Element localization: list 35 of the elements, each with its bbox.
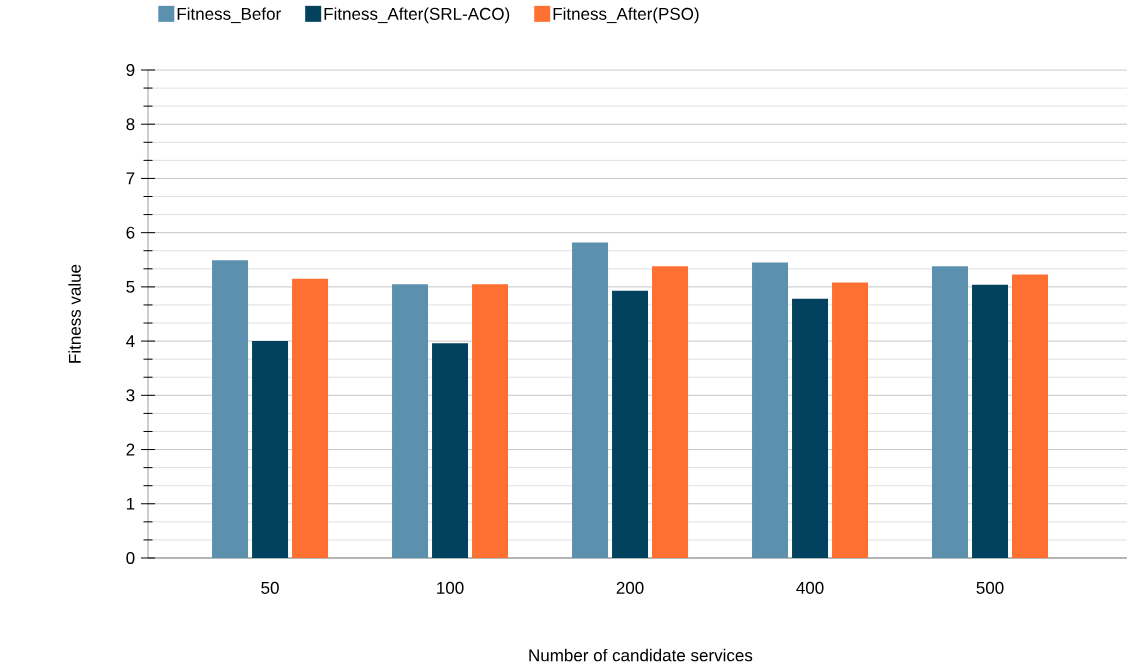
y-tick-label: 9 [126,63,135,77]
bar [612,290,649,558]
bar [832,282,869,558]
bar [392,284,429,558]
legend-label: Fitness_After(PSO) [553,7,699,24]
y-tick-label: 4 [126,335,135,347]
bar [252,341,289,558]
bar [212,260,249,558]
y-tick-label: 1 [126,497,135,510]
y-tick-label: 8 [126,118,135,131]
x-tick-label: 100 [437,581,464,594]
legend-label: Fitness_Befor [177,7,281,24]
bar [432,343,469,558]
bar [1012,274,1049,558]
x-axis-title: Number of candidate services [529,648,753,662]
bar [572,242,609,558]
y-tick-label: 2 [126,443,135,456]
y-axis-title: Fitness value [68,264,81,363]
x-tick-label: 500 [976,581,1004,594]
bar [472,284,509,558]
bar [792,298,829,558]
bar [752,262,789,558]
legend-label: Fitness_After(SRL-ACO) [324,7,510,24]
x-tick-label: 200 [616,581,644,594]
y-tick-label: 5 [126,280,135,293]
x-tick-label: 50 [261,581,279,594]
y-tick-label: 6 [126,226,135,239]
bar [292,278,329,558]
y-tick-label: 7 [126,172,135,185]
x-tick-label: 400 [796,581,824,594]
bar [932,266,969,558]
bar [652,266,689,558]
y-tick-label: 0 [126,551,135,565]
bar [972,284,1009,558]
y-tick-label: 3 [126,389,135,402]
